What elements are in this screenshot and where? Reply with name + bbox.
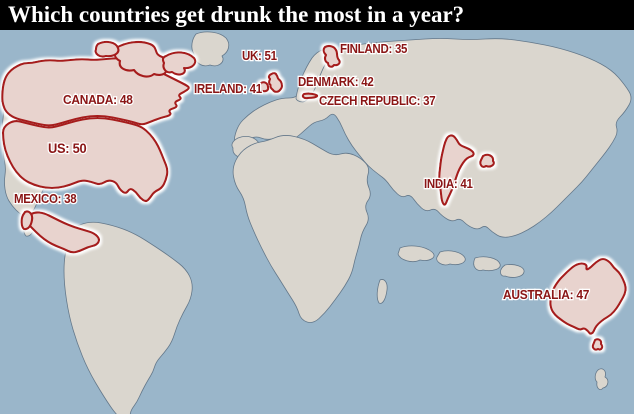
svg-text:MEXICO: 38: MEXICO: 38 [14, 192, 77, 207]
svg-text:INDIA: 41: INDIA: 41 [424, 177, 473, 192]
svg-text:US: 50: US: 50 [48, 141, 86, 157]
svg-text:CANADA: 48: CANADA: 48 [63, 93, 133, 108]
svg-text:IRELAND: 41: IRELAND: 41 [194, 82, 262, 97]
svg-text:UK: 51: UK: 51 [242, 49, 277, 64]
svg-text:FINLAND: 35: FINLAND: 35 [340, 42, 408, 57]
svg-text:AUSTRALIA: 47: AUSTRALIA: 47 [503, 288, 589, 303]
svg-text:CZECH REPUBLIC: 37: CZECH REPUBLIC: 37 [319, 94, 436, 109]
svg-text:DENMARK: 42: DENMARK: 42 [298, 75, 374, 90]
